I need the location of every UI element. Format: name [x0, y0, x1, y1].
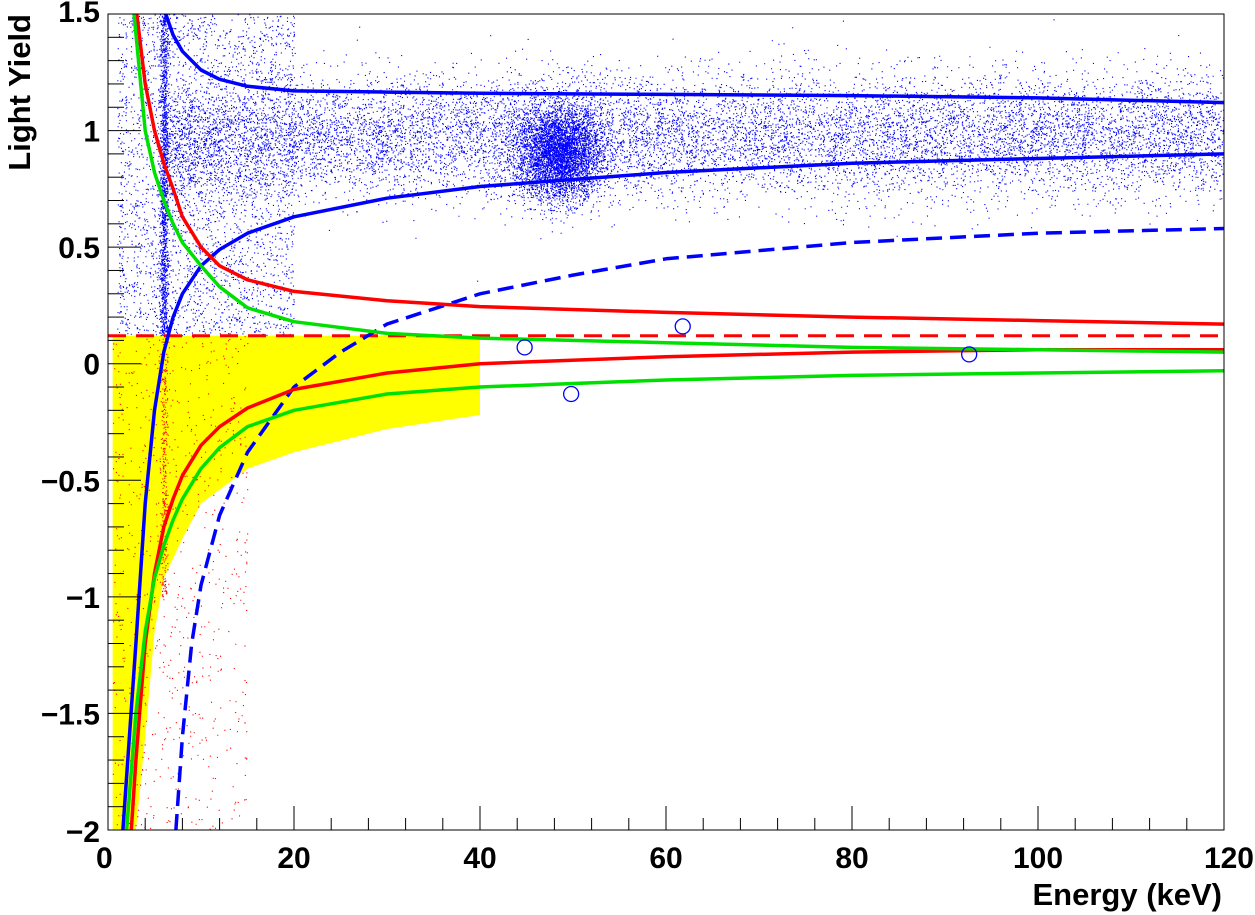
electron-recoil-upper-line — [164, 14, 1224, 105]
events-in-acceptance — [112, 336, 249, 830]
x-tick-labels: 0 20 40 60 80 100 120 — [96, 842, 1254, 875]
y-tick-labels: −2 −1.5 −1 −0.5 0 0.5 1 1.5 — [41, 0, 100, 849]
candidate-markers — [516, 318, 978, 403]
electron-recoil-lower-dashed-line — [174, 226, 1224, 830]
y-tick-label: 0 — [83, 349, 100, 382]
y-tick-label: −1.5 — [41, 698, 100, 731]
y-tick-label: 0.5 — [58, 232, 100, 265]
x-tick-label: 120 — [1204, 842, 1254, 875]
x-tick-label: 60 — [649, 842, 682, 875]
y-tick-label: −1 — [66, 582, 100, 615]
candidate-event-3 — [674, 318, 691, 335]
y-axis-title: Light Yield — [2, 14, 37, 171]
candidate-event-1 — [516, 339, 533, 356]
x-axis-title: Energy (keV) — [1032, 877, 1222, 912]
candidate-event-2 — [562, 385, 580, 403]
x-tick-label: 40 — [463, 842, 496, 875]
y-tick-label: −0.5 — [41, 465, 100, 498]
band-lines — [121, 14, 1224, 830]
candidate-event-4 — [961, 346, 978, 363]
axis-ticks — [107, 13, 1225, 831]
y-tick-label: 1 — [83, 116, 100, 149]
oxygen-recoil-upper-line — [135, 14, 1224, 326]
x-tick-label: 100 — [1013, 842, 1063, 875]
acceptance-region — [112, 335, 481, 830]
event-points — [112, 14, 1224, 830]
x-tick-label: 80 — [835, 842, 868, 875]
plot-area — [108, 14, 1224, 830]
x-tick-label: 0 — [96, 842, 113, 875]
x-tick-label: 20 — [277, 842, 310, 875]
y-tick-label: 1.5 — [58, 0, 100, 29]
electron-recoil-lower-line — [121, 152, 1224, 830]
tungsten-recoil-upper-line — [132, 14, 1224, 354]
y-tick-label: −2 — [66, 816, 100, 849]
tungsten-recoil-lower-line — [124, 368, 1224, 830]
